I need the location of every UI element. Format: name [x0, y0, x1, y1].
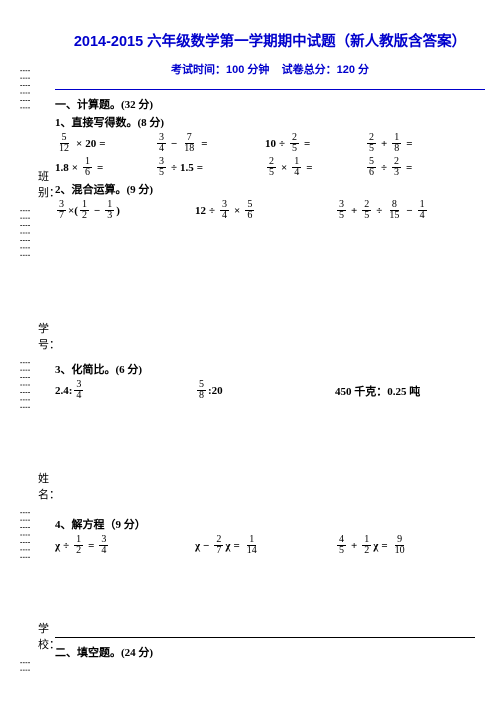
q1r1c: 10÷ 25 =: [265, 133, 365, 154]
dots: ┊┊┊┊┊┊┊: [20, 360, 30, 412]
q3-row: 2.4: 34 58 :20 450 千克：0.25 吨: [55, 380, 485, 401]
q4b: χ− 27 χ= 114: [195, 535, 335, 556]
section-1-header: 一、计算题。(32 分): [55, 96, 485, 112]
binding-margin: ┊┊┊┊┊┊ 班别： ┊┊┊┊┊┊┊ 学号： ┊┊┊┊┊┊┊ 姓名： ┊┊┊┊┊…: [8, 60, 40, 680]
section-2-header: 二、填空题。(24 分): [55, 644, 485, 660]
q1r1a: 512 ×20=: [55, 133, 155, 154]
exam-subtitle: 考试时间：100 分钟 试卷总分：120 分: [55, 61, 485, 77]
workspace: [55, 224, 485, 359]
q1r2d: 56 ÷ 23 =: [365, 157, 415, 178]
q4a: χ÷ 12 = 34: [55, 535, 195, 556]
divider: [55, 89, 485, 90]
q1-row1: 512 ×20= 34 − 718 = 10÷ 25 = 25 + 18 =: [55, 133, 485, 154]
q3a: 2.4: 34: [55, 380, 195, 401]
q1r2c: 25 × 14 =: [265, 157, 365, 178]
workspace: [55, 559, 485, 629]
q1-row2: 1.8× 16 = 35 ÷1.5= 25 × 14 = 56 ÷ 23 =: [55, 157, 485, 178]
q3-header: 3、化简比。(6 分): [55, 361, 485, 377]
page-content: 2014-2015 六年级数学第一学期期中试题（新人教版含答案） 考试时间：10…: [55, 30, 485, 662]
dots: ┊┊┊┊┊┊: [20, 68, 30, 113]
q3c: 450 千克：0.25 吨: [335, 383, 420, 399]
dots: ┊┊┊┊┊┊┊: [20, 510, 30, 562]
q2-row: 37 ×( 12 − 13 ) 12÷ 34 × 56 35 + 25 ÷ 81…: [55, 200, 485, 221]
q1-header: 1、直接写得数。(8 分): [55, 114, 485, 130]
workspace: [55, 404, 485, 514]
q3b: 58 :20: [195, 380, 335, 401]
q1r2a: 1.8× 16 =: [55, 157, 155, 178]
q2c: 35 + 25 ÷ 815 − 14: [335, 200, 429, 221]
q2b: 12÷ 34 × 56: [195, 200, 335, 221]
q2-header: 2、混合运算。(9 分): [55, 181, 485, 197]
q1r1b: 34 − 718 =: [155, 133, 265, 154]
exam-time: 考试时间：100 分钟: [171, 64, 269, 76]
q4-header: 4、解方程（9 分）: [55, 516, 485, 532]
q1r1d: 25 + 18 =: [365, 133, 416, 154]
exam-total: 试卷总分：120 分: [282, 64, 369, 76]
divider: [55, 637, 475, 638]
q4c: 45 + 12 χ= 910: [335, 535, 409, 556]
q1r2b: 35 ÷1.5=: [155, 157, 265, 178]
dots: ┊┊┊┊┊┊┊: [20, 208, 30, 260]
exam-title: 2014-2015 六年级数学第一学期期中试题（新人教版含答案）: [55, 30, 485, 51]
q4-row: χ÷ 12 = 34 χ− 27 χ= 114 45 + 12 χ= 910: [55, 535, 485, 556]
dots: ┊┊: [20, 660, 30, 675]
q2a: 37 ×( 12 − 13 ): [55, 200, 195, 221]
